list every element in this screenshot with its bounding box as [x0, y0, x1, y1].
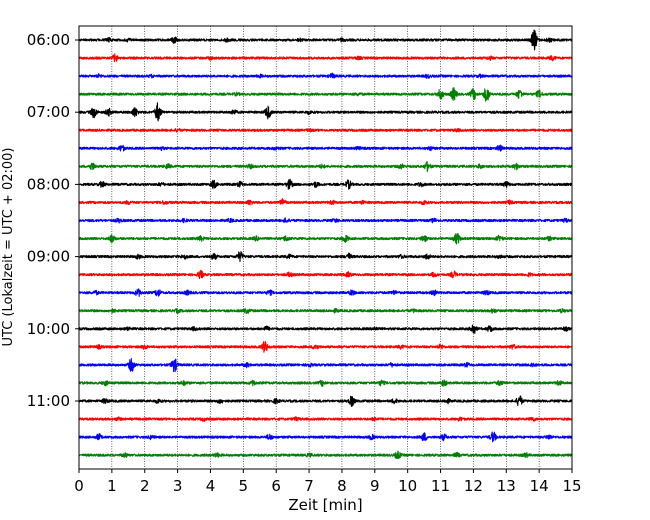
x-tick-label-12: 12: [464, 477, 483, 495]
y-tick-label-2: 08:00: [27, 175, 70, 193]
x-tick-label-6: 6: [271, 477, 281, 495]
trace-1145: [78, 450, 573, 460]
trace-0830: [78, 217, 573, 224]
x-tick-label-10: 10: [398, 477, 417, 495]
x-axis-title: Zeit [min]: [288, 496, 362, 514]
y-tick-label-4: 10:00: [27, 320, 70, 338]
y-tick-label-0: 06:00: [27, 31, 70, 49]
x-tick-label-4: 4: [206, 477, 216, 495]
trace-1015: [78, 340, 573, 353]
trace-0700: [78, 102, 573, 122]
x-tick-label-15: 15: [562, 477, 581, 495]
y-axis: 06:00 07:00 08:00 09:00 10:00 11:00: [27, 31, 79, 410]
trace-0730: [78, 144, 573, 152]
trace-1100: [78, 395, 573, 407]
trace-0600: [78, 29, 573, 51]
y-tick-label-1: 07:00: [27, 103, 70, 121]
trace-0915: [78, 269, 573, 280]
trace-0745: [78, 161, 573, 173]
trace-area: [78, 29, 573, 460]
trace-1030: [78, 357, 573, 373]
plot-frame: [78, 25, 573, 470]
x-tick-label-2: 2: [140, 477, 150, 495]
trace-0645: [78, 86, 573, 102]
trace-0630: [78, 72, 573, 79]
trace-0930: [78, 288, 573, 297]
x-tick-label-14: 14: [530, 477, 549, 495]
x-tick-label-3: 3: [173, 477, 183, 495]
x-tick-label-5: 5: [239, 477, 249, 495]
x-axis: 0 1 2 3 4 5 6 7 8 9 10 11 12 13 14 15: [74, 469, 582, 495]
trace-0815: [78, 198, 573, 206]
x-tick-label-11: 11: [431, 477, 450, 495]
trace-0845: [78, 232, 573, 245]
x-tick-label-0: 0: [74, 477, 84, 495]
y-axis-title: UTC (Lokalzeit = UTC + 02:00): [1, 148, 16, 347]
x-tick-label-13: 13: [497, 477, 516, 495]
trace-0715: [78, 127, 573, 133]
trace-1045: [78, 379, 573, 387]
trace-0900: [78, 251, 573, 263]
trace-0615: [78, 53, 573, 63]
y-tick-label-5: 11:00: [27, 392, 70, 410]
x-tick-label-1: 1: [107, 477, 117, 495]
trace-0945: [78, 307, 573, 314]
trace-0800: [78, 178, 573, 190]
trace-1000: [78, 324, 573, 334]
trace-1130: [78, 431, 573, 443]
x-tick-label-7: 7: [304, 477, 314, 495]
y-tick-label-3: 09:00: [27, 248, 70, 266]
trace-1115: [78, 416, 573, 422]
x-tick-label-9: 9: [370, 477, 380, 495]
x-tick-label-8: 8: [337, 477, 347, 495]
